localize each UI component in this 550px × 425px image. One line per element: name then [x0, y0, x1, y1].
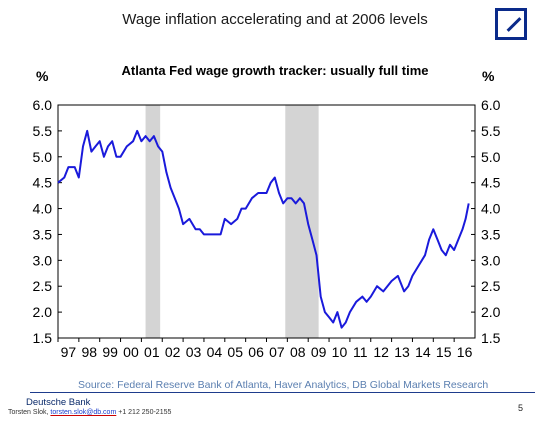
- axis-labels-layer: 1.5 1.5 2.0 2.0 2.5 2.5 3.0 3.0 3.5 3.5 4.0 4.0 4.5 4…: [33, 97, 501, 360]
- x-tick-label: 13: [394, 344, 410, 360]
- footer-divider: [30, 392, 535, 393]
- y-left-tick-label: 2.5: [33, 278, 53, 294]
- y-axis-right-unit: %: [482, 68, 495, 84]
- series-line: [57, 129, 470, 329]
- x-tick-label: 16: [457, 344, 473, 360]
- x-tick-label: 00: [123, 344, 139, 360]
- chart-title: Atlanta Fed wage growth tracker: usually…: [121, 63, 429, 78]
- deutsche-bank-logo-icon: [495, 8, 527, 40]
- y-left-tick-label: 5.0: [33, 149, 53, 165]
- y-right-tick-label: 4.0: [481, 201, 501, 217]
- x-tick-label: 10: [332, 344, 348, 360]
- page-title: Wage inflation accelerating and at 2006 …: [122, 11, 428, 28]
- y-right-tick-label: 2.5: [481, 278, 501, 294]
- recession-band-1: [145, 105, 161, 338]
- x-tick-label: 08: [290, 344, 306, 360]
- recession-shading-layer: [145, 105, 319, 338]
- x-tick-label: 07: [269, 344, 285, 360]
- y-right-tick-label: 1.5: [481, 330, 501, 346]
- y-left-tick-label: 5.5: [33, 123, 53, 139]
- x-tick-label: 02: [165, 344, 181, 360]
- contact-phone: +1 212 250-2155: [118, 409, 172, 416]
- footer-contact: Torsten Slok, torsten.slok@db.com +1 212…: [8, 409, 171, 416]
- y-left-tick-label: 4.0: [33, 201, 53, 217]
- x-tick-label: 12: [373, 344, 389, 360]
- y-right-tick-label: 5.0: [481, 149, 501, 165]
- y-left-tick-label: 6.0: [33, 97, 53, 113]
- x-tick-label: 14: [415, 344, 431, 360]
- y-right-tick-label: 6.0: [481, 97, 501, 113]
- source-note: Source: Federal Reserve Bank of Atlanta,…: [78, 379, 489, 391]
- x-tick-label: 98: [81, 344, 97, 360]
- x-tick-label: 05: [227, 344, 243, 360]
- y-right-tick-label: 3.5: [481, 226, 501, 242]
- x-tick-label: 15: [436, 344, 452, 360]
- x-tick-label: 11: [353, 344, 368, 360]
- plot-frame: [57, 104, 476, 339]
- y-axis-left-unit: %: [36, 68, 49, 84]
- y-right-tick-label: 2.0: [481, 304, 501, 320]
- recession-band-2: [285, 105, 319, 338]
- y-left-tick-label: 4.5: [33, 175, 53, 191]
- axis-ticks-layer: [57, 104, 475, 342]
- y-left-tick-label: 3.0: [33, 252, 53, 268]
- page-number: 5: [518, 403, 524, 413]
- footer-company: Deutsche Bank: [26, 397, 91, 408]
- x-tick-label: 06: [248, 344, 264, 360]
- y-right-tick-label: 4.5: [481, 175, 501, 191]
- x-tick-label: 09: [311, 344, 327, 360]
- x-tick-label: 04: [207, 344, 223, 360]
- x-tick-label: 99: [102, 344, 118, 360]
- y-left-tick-label: 3.5: [33, 226, 53, 242]
- y-right-tick-label: 5.5: [481, 123, 501, 139]
- contact-email-link[interactable]: torsten.slok@db.com: [50, 409, 117, 416]
- x-tick-label: 97: [61, 344, 77, 360]
- y-left-tick-label: 2.0: [33, 304, 53, 320]
- y-right-tick-label: 3.0: [481, 252, 501, 268]
- contact-name: Torsten Slok,: [8, 409, 49, 416]
- y-left-tick-label: 1.5: [33, 330, 53, 346]
- x-tick-label: 03: [186, 344, 202, 360]
- x-tick-label: 01: [144, 344, 160, 360]
